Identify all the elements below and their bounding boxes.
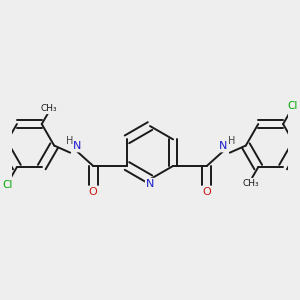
Text: H: H xyxy=(66,136,73,146)
Text: O: O xyxy=(202,187,211,197)
Text: N: N xyxy=(219,142,227,152)
Text: Cl: Cl xyxy=(2,180,12,190)
Text: CH₃: CH₃ xyxy=(40,104,57,113)
Text: H: H xyxy=(228,136,235,146)
Text: CH₃: CH₃ xyxy=(243,179,260,188)
Text: O: O xyxy=(89,187,98,197)
Text: N: N xyxy=(146,179,154,189)
Text: N: N xyxy=(73,142,81,152)
Text: Cl: Cl xyxy=(288,101,298,111)
